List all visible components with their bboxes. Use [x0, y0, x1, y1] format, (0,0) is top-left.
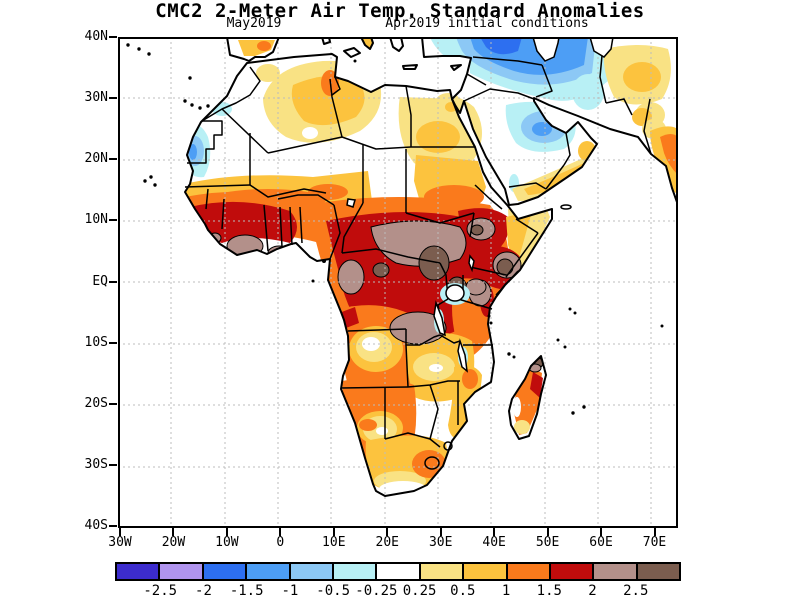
colorbar-label: 1: [501, 583, 511, 599]
lon-tick: [493, 528, 496, 536]
subtitle-valid-month: May2019: [226, 16, 282, 31]
colorbar-label: -1: [281, 583, 299, 599]
lon-tick: [279, 528, 282, 536]
lon-axis-label: 70E: [642, 535, 667, 550]
colorbar-segment: [377, 564, 421, 579]
lat-axis-label: EQ: [92, 273, 108, 289]
lon-tick: [225, 528, 228, 536]
lon-axis-label: 20W: [161, 535, 186, 550]
colorbar-label: 2: [588, 583, 597, 599]
lat-tick: [109, 525, 117, 528]
colorbar-label: 1.5: [536, 583, 562, 599]
lon-axis-label: 20E: [375, 535, 399, 550]
lat-tick: [109, 341, 117, 344]
colorbar-label: -0.25: [355, 583, 398, 599]
lon-tick: [332, 528, 335, 536]
lon-tick: [386, 528, 389, 536]
colorbar-segment: [247, 564, 291, 579]
colorbar-segment: [203, 564, 248, 579]
lat-tick: [109, 219, 117, 222]
africa-anomaly-map: [118, 36, 679, 528]
anomaly-map-plot: [118, 36, 679, 528]
lon-axis-label: 10E: [322, 535, 346, 550]
colorbar-segment: [420, 564, 465, 579]
colorbar-segment: [507, 564, 551, 579]
lat-tick: [109, 280, 117, 283]
lat-tick: [109, 97, 117, 100]
lon-axis-label: 40E: [482, 535, 506, 550]
lat-tick: [109, 36, 117, 38]
lon-tick: [546, 528, 549, 536]
colorbar-label: 0.5: [450, 583, 476, 599]
lat-axis-label: 10S: [84, 334, 108, 350]
colorbar-segment: [333, 564, 378, 579]
lon-tick: [439, 528, 442, 536]
lon-axis-label: 10W: [215, 535, 239, 550]
plot-frame: [118, 37, 678, 528]
colorbar-segment: [637, 564, 680, 579]
colorbar-label: 2.5: [623, 583, 649, 599]
lon-tick: [119, 528, 121, 536]
coastlines: [184, 36, 679, 497]
colorbar-segment: [160, 564, 204, 579]
colorbar-label: -2.5: [143, 583, 178, 599]
lat-axis-label: 30S: [84, 456, 108, 472]
lon-tick: [600, 528, 603, 536]
lon-axis-label: 30E: [428, 535, 453, 550]
lon-axis-label: 30W: [108, 535, 132, 550]
lat-axis-label: 30N: [84, 90, 108, 106]
colorbar-label: -0.5: [316, 583, 350, 599]
lat-tick: [109, 463, 117, 466]
lat-axis-label: 20N: [84, 151, 108, 167]
lon-axis-label: 60E: [589, 535, 613, 550]
page-title: CMC2 2-Meter Air Temp. Standard Anomalie…: [155, 0, 645, 22]
colorbar: [115, 562, 681, 581]
lon-tick: [653, 528, 656, 536]
colorbar-segment: [550, 564, 595, 579]
lat-tick: [109, 402, 117, 405]
subtitle-initial-conditions: Apr2019 initial conditions: [385, 16, 589, 31]
grid-lines: [118, 37, 678, 528]
colorbar-segment: [290, 564, 334, 579]
colorbar-label: 0.25: [402, 583, 437, 599]
lat-tick: [109, 158, 117, 161]
lat-axis-label: 40N: [84, 29, 108, 44]
colorbar-segment: [117, 564, 161, 579]
island-dots: [126, 43, 664, 415]
colorbar-segment: [594, 564, 638, 579]
lon-tick: [172, 528, 175, 536]
lon-axis-label: 0: [276, 535, 285, 550]
lon-axis-label: 50E: [535, 535, 560, 550]
lat-axis-label: 10N: [84, 212, 108, 228]
colorbar-segment: [464, 564, 508, 579]
lat-axis-label: 20S: [84, 395, 108, 411]
colorbar-label: -1.5: [229, 583, 264, 599]
colorbar-label: -2: [195, 583, 212, 599]
lat-axis-label: 40S: [84, 518, 108, 534]
